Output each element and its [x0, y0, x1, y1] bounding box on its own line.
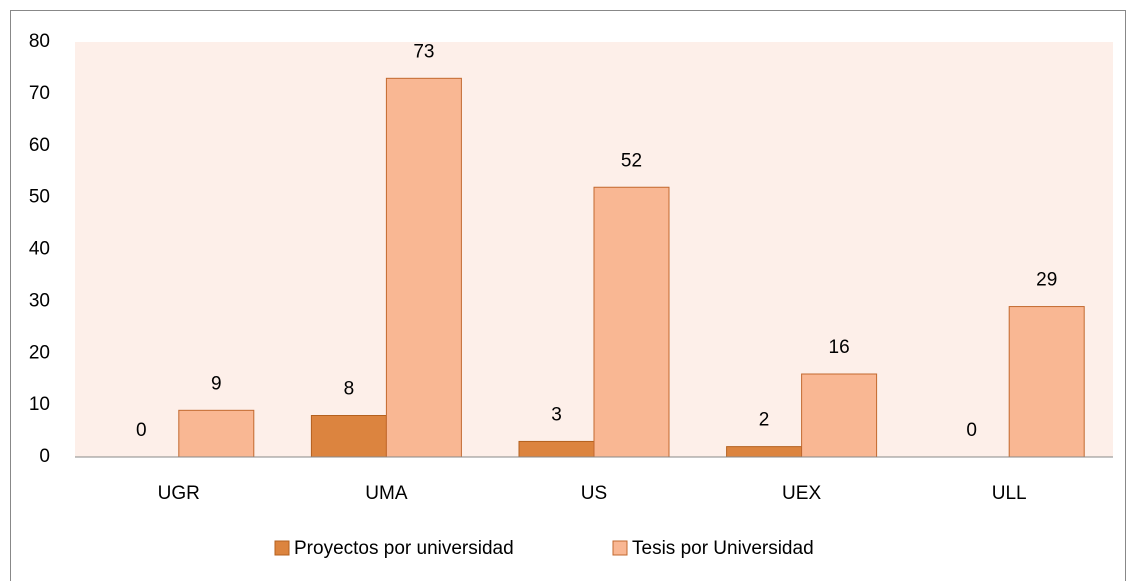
- bar: [310, 415, 387, 458]
- data-label: 0: [136, 420, 147, 441]
- bar: [593, 186, 670, 458]
- bar: [1008, 306, 1085, 458]
- legend-swatch: [274, 540, 290, 556]
- data-label: 2: [759, 410, 770, 431]
- x-tick-label: UEX: [782, 483, 821, 504]
- y-tick-label: 50: [29, 187, 50, 208]
- y-tick-label: 60: [29, 135, 50, 156]
- bar: [801, 373, 878, 458]
- data-label: 0: [966, 420, 977, 441]
- data-label: 3: [551, 404, 562, 425]
- data-label: 29: [1036, 270, 1057, 291]
- legend-label: Tesis por Universidad: [632, 538, 814, 559]
- y-tick-label: 30: [29, 290, 50, 311]
- y-tick-label: 0: [39, 446, 50, 467]
- x-tick-label: ULL: [992, 483, 1027, 504]
- data-label: 8: [344, 379, 355, 400]
- x-tick-label: UGR: [158, 483, 200, 504]
- y-tick-label: 40: [29, 239, 50, 260]
- y-tick-label: 10: [29, 394, 50, 415]
- data-label: 52: [621, 150, 642, 171]
- y-tick-label: 80: [29, 31, 50, 52]
- data-label: 16: [829, 337, 850, 358]
- legend-label: Proyectos por universidad: [294, 538, 514, 559]
- y-tick-label: 70: [29, 83, 50, 104]
- bar: [178, 409, 255, 458]
- bar: [385, 77, 462, 458]
- x-tick-label: UMA: [365, 483, 408, 504]
- bar: [518, 440, 595, 458]
- y-tick-label: 20: [29, 342, 50, 363]
- x-tick-label: US: [581, 483, 607, 504]
- legend-swatch: [612, 540, 628, 556]
- data-label: 9: [211, 373, 222, 394]
- bar: [726, 446, 803, 458]
- data-label: 73: [413, 41, 434, 62]
